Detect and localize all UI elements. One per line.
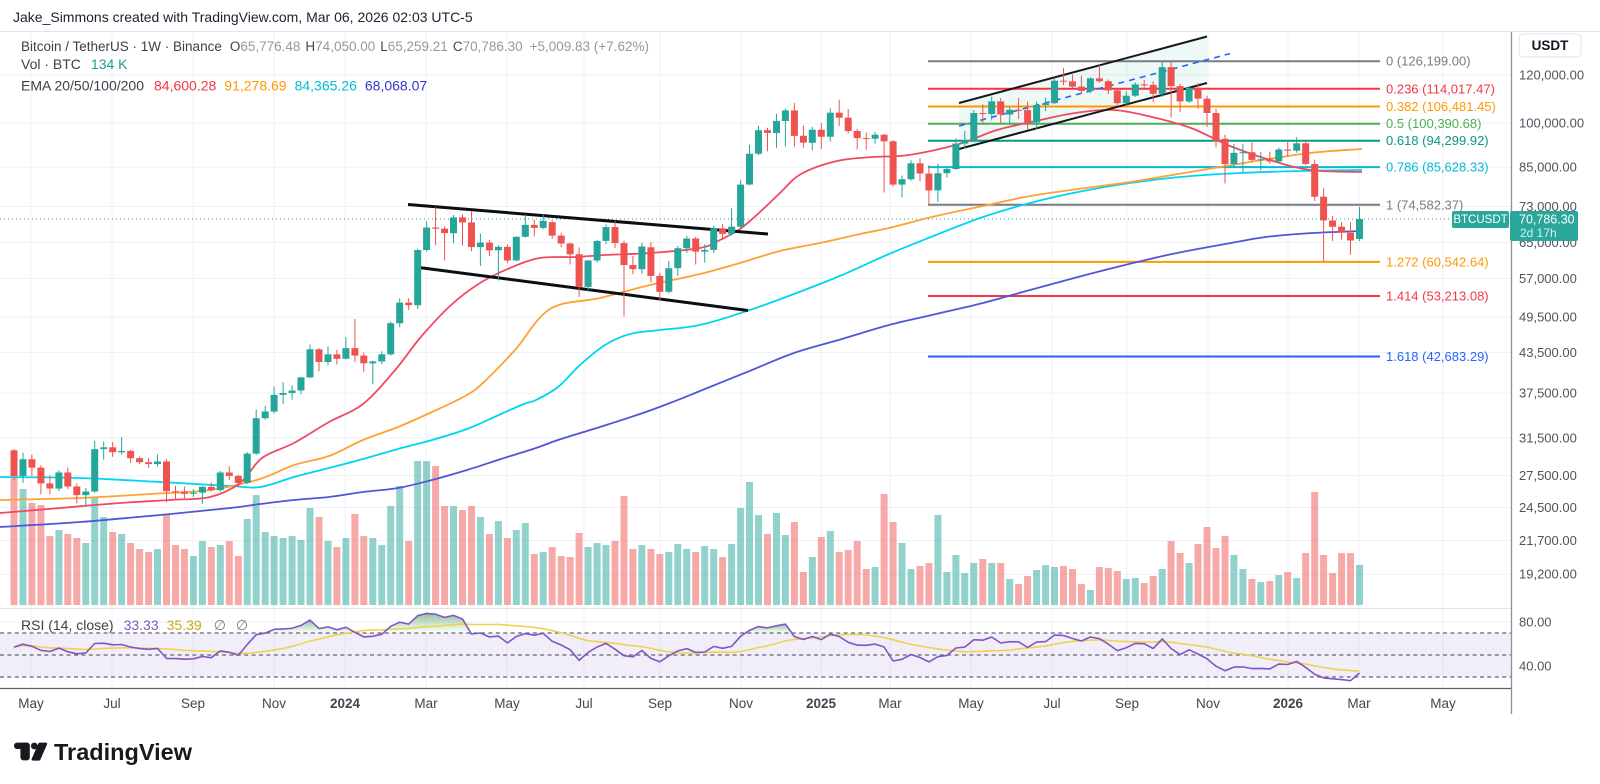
- svg-text:0.236 (114,017.47): 0.236 (114,017.47): [1386, 81, 1495, 96]
- svg-text:49,500.00: 49,500.00: [1519, 310, 1577, 325]
- svg-text:Sep: Sep: [181, 696, 205, 711]
- svg-text:40.00: 40.00: [1519, 659, 1552, 674]
- svg-text:USDT: USDT: [1532, 38, 1570, 53]
- svg-text:120,000.00: 120,000.00: [1519, 67, 1584, 82]
- svg-text:37,500.00: 37,500.00: [1519, 386, 1577, 401]
- svg-text:70,786.30: 70,786.30: [1519, 213, 1575, 227]
- svg-text:Jul: Jul: [1043, 696, 1060, 711]
- svg-text:TradingView: TradingView: [54, 739, 193, 765]
- svg-text:0 (126,199.00): 0 (126,199.00): [1386, 54, 1471, 69]
- svg-text:1.272 (60,542.64): 1.272 (60,542.64): [1386, 254, 1489, 269]
- svg-text:2026: 2026: [1273, 696, 1304, 711]
- svg-text:1 (74,582.37): 1 (74,582.37): [1386, 197, 1463, 212]
- svg-text:1.618 (42,683.29): 1.618 (42,683.29): [1386, 349, 1489, 364]
- svg-text:Mar: Mar: [878, 696, 902, 711]
- svg-text:Jul: Jul: [103, 696, 120, 711]
- svg-text:73,000.00: 73,000.00: [1519, 199, 1577, 214]
- svg-text:0.786 (85,628.33): 0.786 (85,628.33): [1386, 160, 1489, 175]
- svg-text:100,000.00: 100,000.00: [1519, 116, 1584, 131]
- svg-text:31,500.00: 31,500.00: [1519, 430, 1577, 445]
- svg-text:21,700.00: 21,700.00: [1519, 533, 1577, 548]
- svg-text:Nov: Nov: [262, 696, 286, 711]
- svg-text:May: May: [958, 696, 984, 711]
- svg-text:2024: 2024: [330, 696, 361, 711]
- svg-text:85,000.00: 85,000.00: [1519, 160, 1577, 175]
- svg-text:0.382 (106,481.45): 0.382 (106,481.45): [1386, 99, 1496, 114]
- svg-text:57,000.00: 57,000.00: [1519, 271, 1577, 286]
- svg-text:0.5 (100,390.68): 0.5 (100,390.68): [1386, 116, 1481, 131]
- svg-text:1.414 (53,213.08): 1.414 (53,213.08): [1386, 289, 1489, 304]
- svg-text:80.00: 80.00: [1519, 615, 1552, 630]
- svg-text:May: May: [18, 696, 44, 711]
- svg-text:Sep: Sep: [648, 696, 672, 711]
- svg-text:Nov: Nov: [729, 696, 753, 711]
- svg-text:24,500.00: 24,500.00: [1519, 500, 1577, 515]
- svg-text:Jul: Jul: [575, 696, 592, 711]
- svg-text:0.618 (94,299.92): 0.618 (94,299.92): [1386, 133, 1489, 148]
- svg-text:Mar: Mar: [414, 696, 438, 711]
- svg-text:19,200.00: 19,200.00: [1519, 567, 1577, 582]
- svg-text:Sep: Sep: [1115, 696, 1139, 711]
- svg-text:Jake_Simmons created with Trad: Jake_Simmons created with TradingView.co…: [13, 9, 473, 25]
- svg-text:May: May: [1430, 696, 1456, 711]
- svg-text:Nov: Nov: [1196, 696, 1220, 711]
- svg-text:2d 17h: 2d 17h: [1520, 226, 1557, 240]
- svg-text:2025: 2025: [806, 696, 837, 711]
- svg-text:May: May: [494, 696, 520, 711]
- svg-text:27,500.00: 27,500.00: [1519, 468, 1577, 483]
- svg-text:43,500.00: 43,500.00: [1519, 345, 1577, 360]
- svg-text:Bitcoin / TetherUS · 1W · Bina: Bitcoin / TetherUS · 1W · Binance O65,776…: [21, 39, 649, 54]
- svg-text:BTCUSDT: BTCUSDT: [1453, 214, 1507, 226]
- svg-text:Mar: Mar: [1347, 696, 1371, 711]
